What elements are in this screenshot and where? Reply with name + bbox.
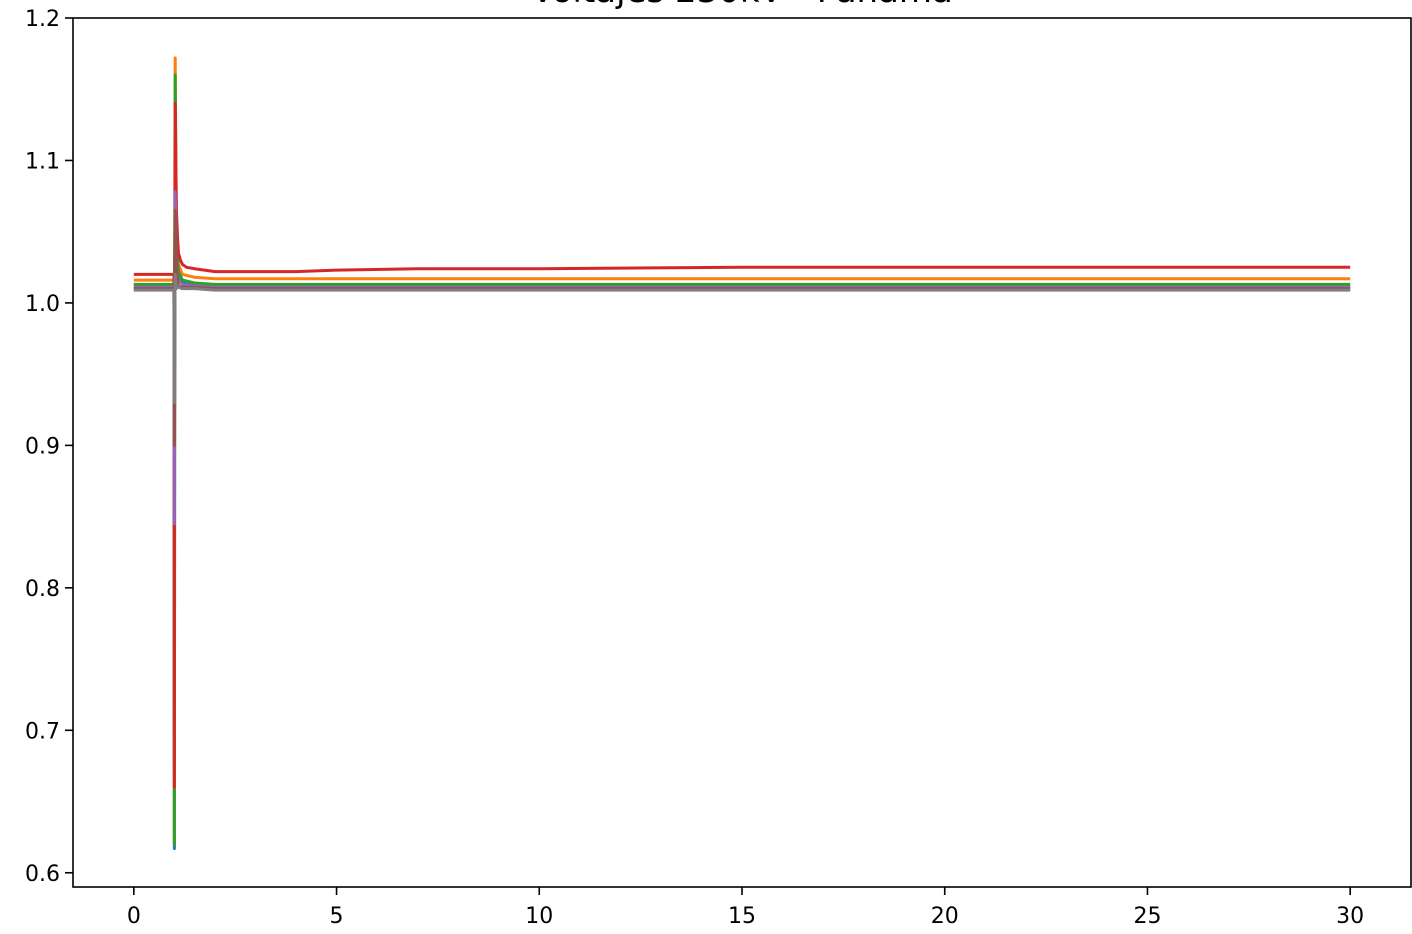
x-tick-label: 10 (525, 904, 553, 929)
axes-layer: 0 5 10 15 20 25 30 0.6 0.7 0.8 0.9 1.0 1.1 1.2 (25, 7, 1412, 929)
y-tick-label: 0.7 (25, 719, 60, 744)
x-tick-label: 20 (931, 904, 959, 929)
y-tick-label: 0.6 (25, 862, 60, 887)
x-tick-label: 30 (1336, 904, 1364, 929)
series-line-3 (133, 73, 1351, 846)
x-tick-label: 15 (728, 904, 756, 929)
series-line-7 (133, 272, 1351, 405)
y-tick-label: 0.9 (25, 434, 60, 459)
y-tick-label: 1.1 (25, 149, 60, 174)
series-layer (133, 56, 1351, 851)
y-tick-label: 1.2 (25, 7, 60, 32)
x-tick-label: 5 (330, 904, 344, 929)
y-tick-label: 1.0 (25, 292, 60, 317)
chart-title: Voltajes 230kV - Panamá (531, 0, 953, 11)
y-tick-label: 0.8 (25, 577, 60, 602)
x-tick-label: 25 (1133, 904, 1161, 929)
x-tick-label: 0 (127, 904, 141, 929)
